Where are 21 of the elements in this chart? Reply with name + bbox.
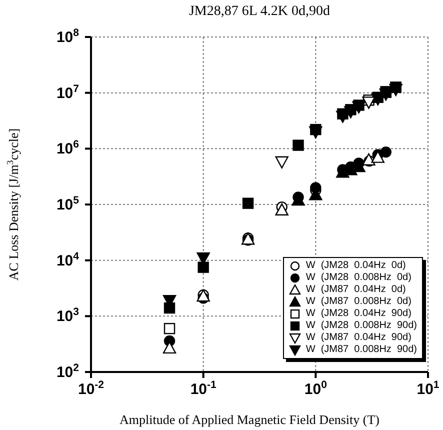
x-tick-label: 10$^{1}$ (416, 379, 440, 398)
x-tick-label: 10$^{-1}$ (190, 379, 216, 398)
legend-label: W (JM87 0.008Hz 0d) (306, 296, 412, 308)
y-tick-label: 10$^{3}$ (56, 306, 80, 326)
x-tick-label: 10$^{-2}$ (78, 379, 104, 398)
legend-label: W (JM87 0.008Hz 90d) (306, 344, 417, 356)
legend-label: W (JM87 0.04Hz 90d) (306, 332, 412, 344)
y-tick-label: 10$^{5}$ (56, 194, 80, 214)
legend-label: W (JM28 0.04Hz 0d) (306, 260, 406, 272)
x-axis-title: Amplitude of Applied Magnetic Field Density (T) (120, 412, 380, 427)
y-tick-label: 10$^{7}$ (56, 82, 80, 102)
legend-label: W (JM28 0.008Hz 0d) (306, 272, 412, 284)
legend-label: W (JM28 0.04Hz 90d) (306, 308, 412, 320)
legend-label: W (JM28 0.008Hz 90d) (306, 320, 417, 332)
y-tick-label: 10$^{8}$ (56, 27, 80, 46)
y-tick-label: 10$^{2}$ (56, 362, 80, 381)
legend-label: W (JM87 0.04Hz 0d) (306, 284, 406, 296)
chart-title: JM28,87 6L 4.2K 0d,90d (188, 4, 332, 20)
y-tick-label: 10$^{6}$ (56, 138, 80, 158)
x-tick-label: 10$^{0}$ (304, 379, 328, 398)
y-tick-label: 10$^{4}$ (56, 250, 80, 270)
